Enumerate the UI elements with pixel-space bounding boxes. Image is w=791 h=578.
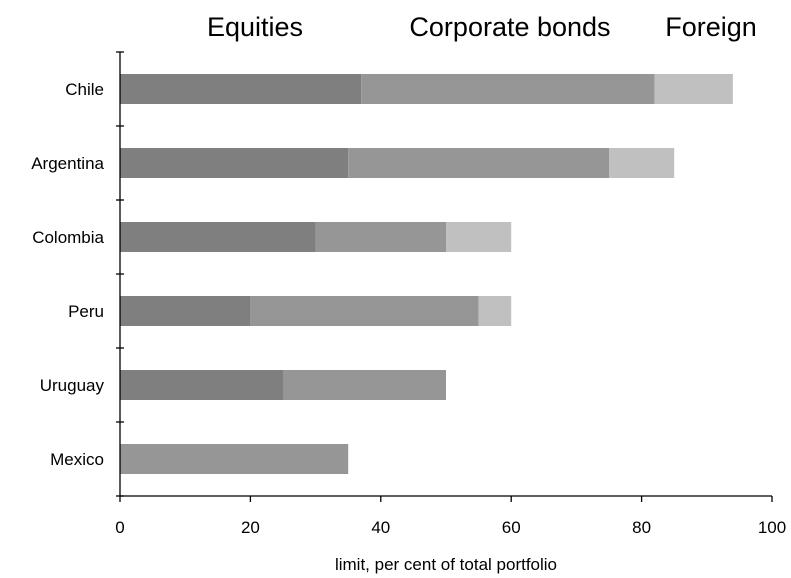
x-tick-label: 20	[241, 518, 260, 537]
category-label-argentina: Argentina	[31, 154, 104, 173]
bar-argentina-corporate-bonds	[348, 148, 609, 178]
bar-chile-corporate-bonds	[361, 74, 655, 104]
category-label-peru: Peru	[68, 302, 104, 321]
bar-colombia-corporate-bonds	[315, 222, 446, 252]
bar-argentina-equities	[120, 148, 349, 178]
bar-mexico-corporate-bonds	[120, 444, 349, 474]
axes-group	[119, 52, 772, 497]
bar-chile-equities	[120, 74, 362, 104]
bar-peru-foreign	[478, 296, 512, 326]
bar-uruguay-corporate-bonds	[283, 370, 446, 400]
legend-entry-foreign: Foreign	[665, 12, 757, 42]
x-tick-label: 80	[632, 518, 651, 537]
x-tick-label: 40	[371, 518, 390, 537]
bars-group	[120, 74, 733, 474]
legend-entry-corporate-bonds: Corporate bonds	[409, 12, 610, 42]
category-label-chile: Chile	[65, 80, 104, 99]
x-axis-title: limit, per cent of total portfolio	[335, 555, 557, 574]
bar-uruguay-equities	[120, 370, 283, 400]
legend: Equities Corporate bonds Foreign	[207, 12, 757, 42]
x-tick-label: 60	[502, 518, 521, 537]
category-labels: Chile Argentina Colombia Peru Uruguay Mexico	[31, 80, 104, 469]
bar-colombia-foreign	[446, 222, 512, 252]
category-label-colombia: Colombia	[32, 228, 104, 247]
bar-peru-corporate-bonds	[250, 296, 479, 326]
x-ticks-group: 0 20 40 60 80 100	[115, 496, 786, 537]
x-tick-label: 100	[758, 518, 786, 537]
legend-entry-equities: Equities	[207, 12, 303, 42]
bar-chile-foreign	[654, 74, 733, 104]
bar-peru-equities	[120, 296, 251, 326]
category-label-uruguay: Uruguay	[40, 376, 105, 395]
category-label-mexico: Mexico	[50, 450, 104, 469]
bar-argentina-foreign	[609, 148, 675, 178]
x-tick-label: 0	[115, 518, 124, 537]
bar-colombia-equities	[120, 222, 316, 252]
